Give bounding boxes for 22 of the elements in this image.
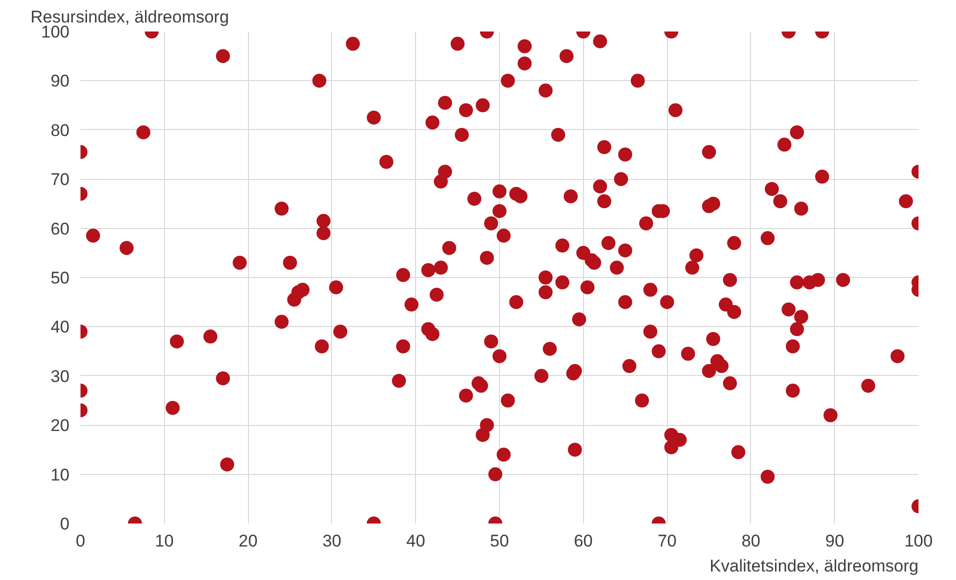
x-tick-label: 60 — [574, 532, 593, 550]
y-tick-label: 0 — [60, 514, 70, 534]
x-tick-label: 20 — [238, 532, 258, 550]
x-axis-title: Kvalitetsindex, äldreomsorg — [710, 556, 919, 576]
y-tick-label: 70 — [50, 170, 70, 190]
y-tick-label: 80 — [50, 120, 70, 140]
x-tick-label: 70 — [658, 532, 677, 550]
y-tick-label: 30 — [50, 366, 70, 386]
y-tick-label: 50 — [50, 268, 70, 288]
x-tick-label: 80 — [741, 532, 760, 550]
y-tick-label: 10 — [50, 465, 70, 484]
x-tick-label: 50 — [490, 532, 509, 550]
y-tick-label: 90 — [50, 72, 70, 91]
y-tick-label: 40 — [50, 318, 70, 337]
y-tick-label: 60 — [50, 219, 70, 238]
x-tick-label: 0 — [76, 532, 86, 550]
x-tick-label: 40 — [406, 532, 426, 550]
x-tick-label: 100 — [904, 532, 933, 550]
x-tick-label: 30 — [322, 532, 342, 550]
x-tick-label: 90 — [825, 532, 844, 550]
y-tick-label: 20 — [50, 416, 70, 436]
x-tick-label: 10 — [154, 532, 174, 550]
